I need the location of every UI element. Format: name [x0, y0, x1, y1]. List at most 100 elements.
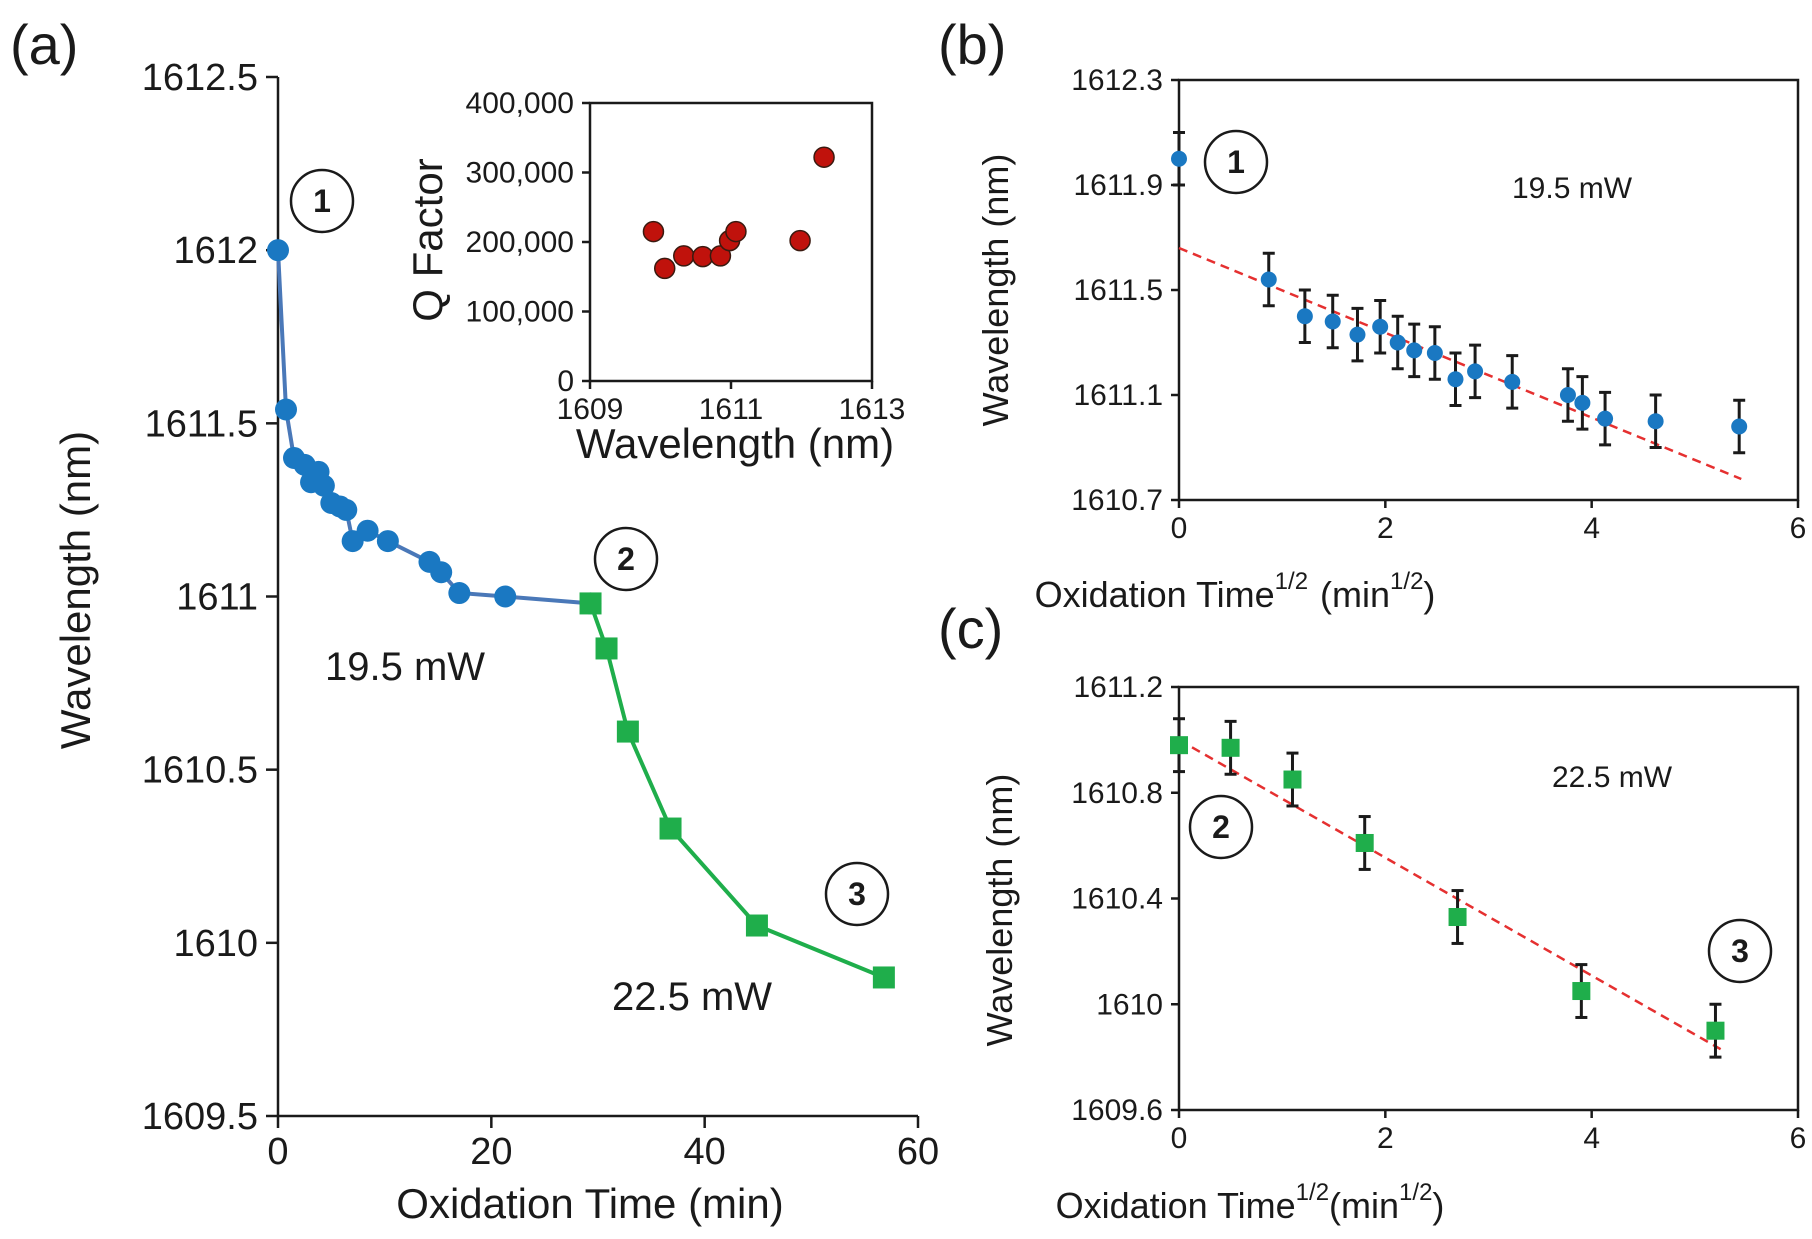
panel-b: (b) 0 2 4 6 1610.7 1611.1 1611.5 1611.9 1612.3 O… [938, 13, 1806, 615]
panel-a-point-s2 [595, 637, 618, 660]
panel-b-ylabel: Wavelength (nm) [975, 154, 1016, 427]
panel-b-point [1559, 387, 1576, 403]
panel-c-callout-2: 2 [1188, 794, 1254, 860]
panel-b-x-tick-label: 2 [1377, 512, 1394, 545]
panel-b-x-tick-label: 6 [1790, 512, 1807, 545]
panel-b-point [1349, 326, 1366, 343]
panel-c-y-tick-label: 1609.6 [1071, 1094, 1163, 1127]
panel-c-x-tick-label: 6 [1790, 1122, 1807, 1155]
xlabel-unit: (min [1329, 1185, 1399, 1226]
panel-b-fit [1178, 246, 1742, 481]
panel-a-x-tick-label: 20 [470, 1131, 512, 1173]
panel-b-plot-frame [1177, 78, 1800, 502]
panel-a-x-tick-label: 0 [267, 1131, 288, 1173]
panel-c-point [1706, 1021, 1725, 1040]
xlabel-sup: 1/2 [1296, 1179, 1329, 1206]
panel-c-x-tick-label: 4 [1583, 1122, 1600, 1155]
panel-b-point [1597, 410, 1614, 427]
panel-a-callout-1: 1 [289, 168, 355, 234]
panel-a-y-tick-label: 1610.5 [142, 750, 258, 792]
panel-b-power-label: 19.5 mW [1512, 172, 1633, 205]
panel-a-x-tick-label: 40 [684, 1131, 726, 1173]
panel-b-point [1731, 418, 1748, 435]
panel-b-y-tick-label: 1610.7 [1071, 484, 1163, 517]
panel-c-power-label: 22.5 mW [1552, 761, 1673, 794]
callout-number: 2 [617, 541, 635, 577]
panel-b-y-tick-label: 1611.1 [1073, 379, 1163, 412]
panel-c-point [1572, 982, 1591, 1001]
panel-c-axes: 0 2 4 6 1609.6 1610 1610.4 1610.8 1611.2 [1071, 671, 1806, 1155]
panel-a-point-s1 [430, 561, 453, 584]
panel-b-point [1426, 345, 1443, 361]
panel-c: (c) 0 2 4 6 1609.6 1610 1610.4 1610.8 1611.2 Oxi… [938, 597, 1806, 1226]
xlabel-unit: (min [1320, 574, 1390, 615]
panel-a-point-s2 [616, 720, 639, 743]
inset-ylabel: Q Factor [404, 158, 451, 321]
panel-a-point-s1 [494, 585, 517, 608]
xlabel-main: Oxidation Time [1056, 1185, 1296, 1226]
inset-point [642, 220, 665, 243]
inset-xlabel: Wavelength (nm) [576, 420, 894, 467]
panel-a-y-tick-label: 1610 [173, 923, 258, 965]
panel-a-point-s2 [659, 817, 682, 840]
panel-b-point [1447, 371, 1464, 388]
panel-c-point [1221, 738, 1240, 757]
callout-circle [1203, 129, 1269, 195]
inset-x-tick-label: 1611 [699, 393, 764, 426]
panel-a-point-s1 [356, 519, 379, 542]
panel-c-label: (c) [938, 597, 1003, 660]
inset-marks [642, 146, 835, 280]
callout-number: 1 [1227, 144, 1245, 180]
panel-a-label: (a) [10, 13, 78, 76]
panel-a-point-s1 [376, 530, 399, 553]
panel-c-marks [1170, 717, 1725, 1059]
panel-c-ylabel: Wavelength (nm) [979, 774, 1020, 1047]
panel-c-x-tick-label: 0 [1171, 1122, 1188, 1155]
panel-b-xlabel: Oxidation Time1/2 (min1/2) [1035, 568, 1436, 615]
panel-b-point [1504, 373, 1521, 390]
panel-c-plot-frame [1177, 685, 1800, 1112]
panel-c-xlabel: Oxidation Time1/2(min1/2) [1056, 1179, 1445, 1226]
panel-a-y-tick-label: 1611 [176, 577, 258, 619]
inset-y-tick-label: 300,000 [466, 157, 574, 190]
xlabel-close: ) [1423, 574, 1435, 615]
panel-c-y-tick-label: 1610.8 [1071, 777, 1163, 810]
inset-y-tick-label: 200,000 [466, 226, 574, 259]
inset-x-tick-label: 1613 [839, 393, 906, 426]
panel-b-point [1296, 308, 1313, 325]
xlabel-main: Oxidation Time [1035, 574, 1275, 615]
callout-circle [824, 861, 890, 927]
xlabel-unit-sup: 1/2 [1390, 568, 1423, 595]
panel-a-y-tick-label: 1612.5 [142, 57, 258, 99]
inset-point [789, 229, 811, 252]
inset-point [653, 257, 676, 280]
inset-y-tick-label: 100,000 [466, 296, 574, 329]
panel-a-point-s2 [745, 914, 768, 937]
panel-a-callout-3: 3 [824, 861, 890, 927]
panel-b-label: (b) [938, 13, 1006, 76]
panel-a-series-line-2 [588, 602, 885, 980]
panel-c-y-tick-label: 1610.4 [1071, 883, 1163, 916]
panel-a-y-tick-label: 1611.5 [145, 403, 258, 445]
panel-a-point-s1 [448, 582, 471, 605]
panel-b-point [1467, 363, 1484, 380]
callout-number: 3 [848, 876, 866, 912]
panel-b-callout-1: 1 [1203, 129, 1269, 195]
panel-b-marks [1171, 131, 1748, 455]
inset-axes: 1609 1611 1613 0 100,000 200,000 300,000 400,00… [466, 87, 906, 426]
panel-c-point [1355, 833, 1374, 852]
panel-a-point-s1 [312, 474, 335, 497]
callout-number: 3 [1731, 933, 1749, 969]
panel-b-x-tick-label: 0 [1171, 512, 1188, 545]
panel-a-point-s1 [267, 239, 289, 262]
inset-y-tick-label: 400,000 [466, 87, 574, 120]
panel-b-point [1260, 271, 1277, 288]
panel-a-axes: 0 20 40 601609.516101610.516111611.51612161… [142, 57, 939, 1173]
panel-c-point [1170, 736, 1188, 755]
panel-a-xlabel: Oxidation Time (min) [396, 1180, 783, 1227]
panel-b-point [1324, 313, 1341, 330]
panel-a-point-s1 [335, 498, 358, 521]
panel-a-point-s2 [872, 966, 895, 989]
panel-c-callout-3: 3 [1707, 918, 1773, 984]
